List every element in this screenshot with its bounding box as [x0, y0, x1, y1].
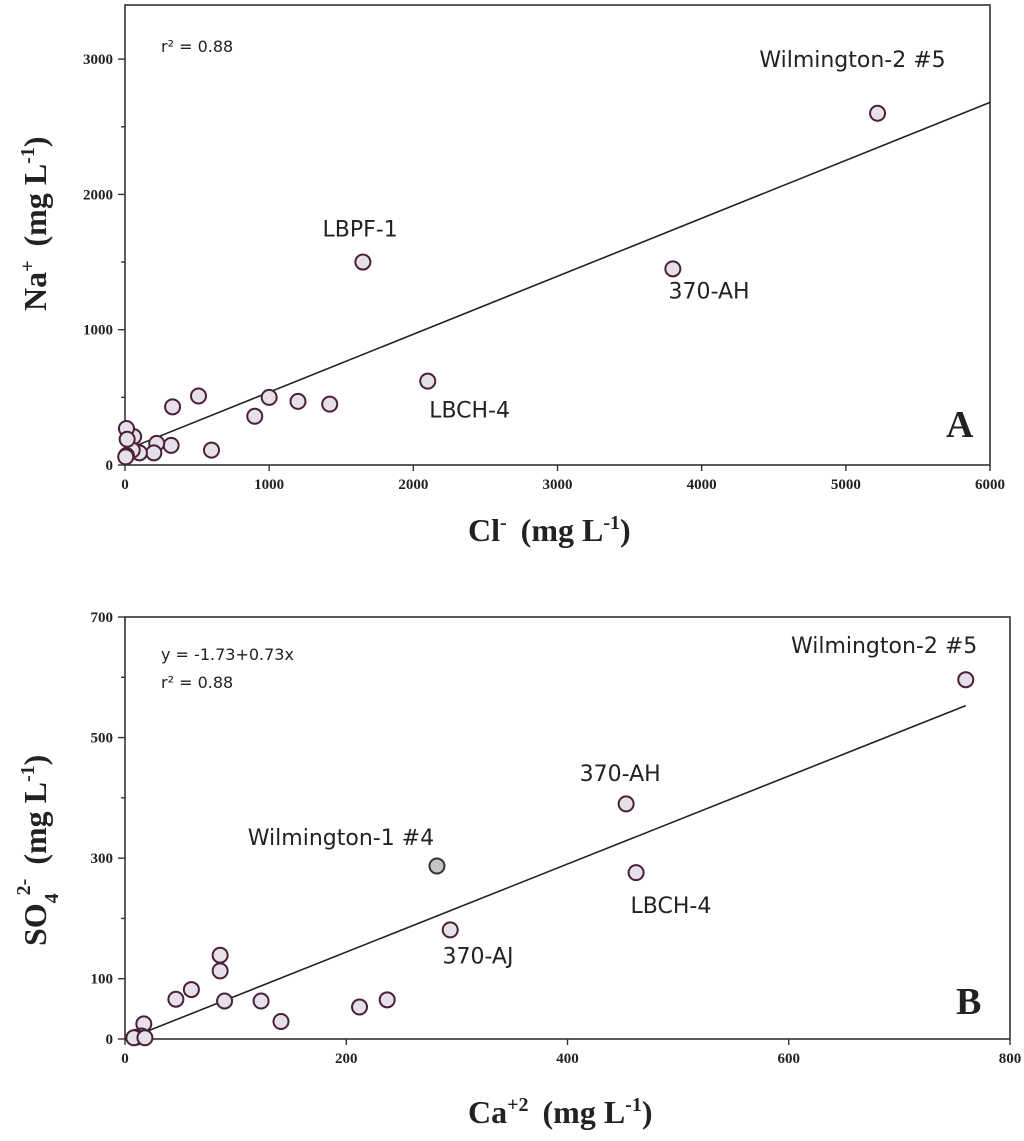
- y-tick-label: 1000: [83, 323, 113, 339]
- data-point: [272, 1013, 290, 1031]
- x-tick-label: 3000: [543, 477, 573, 493]
- x-tick-label: 400: [556, 1051, 579, 1067]
- y-tick-label: 300: [91, 851, 114, 867]
- panel-b-y-axis-title: SO42-(mg L-1): [13, 755, 63, 946]
- data-point: [118, 430, 136, 448]
- point-annotation: Wilmington-2 #5: [759, 48, 945, 73]
- data-point: [211, 962, 229, 980]
- point-annotation: Wilmington-1 #4: [248, 826, 434, 851]
- panel-a-letter: A: [946, 404, 974, 446]
- data-point: [216, 992, 234, 1010]
- y-tick-label: 0: [106, 458, 114, 474]
- data-point: [617, 795, 635, 813]
- point-annotation: Wilmington-2 #5: [791, 634, 977, 659]
- panel-b-fit-line: [124, 704, 967, 1041]
- data-point: [428, 857, 446, 875]
- x-tick-label: 4000: [687, 477, 717, 493]
- data-point: [164, 398, 182, 416]
- x-tick-label: 2000: [398, 477, 428, 493]
- panel-b-annotations: Wilmington-2 #5 370-AH Wilmington-1 #4 LBCH…: [248, 634, 978, 969]
- panel-a-r-squared: r² = 0.88: [161, 37, 233, 56]
- panel-b-x-axis-title: Ca+2 (mg L-1): [468, 1094, 653, 1130]
- y-tick-label: 0: [106, 1032, 114, 1048]
- point-annotation: LBPF-1: [323, 217, 398, 242]
- data-point: [203, 441, 220, 459]
- x-tick-label: 200: [335, 1051, 358, 1067]
- y-tick-label: 500: [91, 731, 114, 747]
- data-point: [378, 991, 396, 1009]
- point-annotation: 370-AH: [669, 280, 750, 305]
- data-point: [664, 260, 682, 278]
- data-point: [289, 392, 307, 410]
- point-annotation: LBCH-4: [631, 894, 712, 919]
- data-point: [182, 981, 200, 999]
- data-point: [419, 372, 437, 390]
- data-point: [869, 104, 887, 122]
- panel-a: 0 1000 2000 3000 4000 5000 6000 0 1000 2000 3000 W…: [17, 4, 1005, 548]
- panel-a-points: [117, 104, 887, 466]
- panel-b-letter: B: [956, 981, 981, 1023]
- y-tick-label: 700: [91, 610, 114, 626]
- x-tick-label: 0: [121, 477, 129, 493]
- data-point: [167, 990, 185, 1008]
- data-point: [354, 253, 372, 271]
- panel-b-equation: y = -1.73+0.73x: [161, 645, 294, 664]
- panel-b: 0 200 400 600 800 0 100 300 500 700 Wilmington-2 …: [13, 610, 1021, 1130]
- panel-a-ticks: 0 1000 2000 3000 4000 5000 6000 0 1000 2000 3000: [83, 52, 1005, 493]
- y-tick-label: 100: [91, 972, 114, 988]
- panel-a-x-axis-title: Cl- (mg L-1): [468, 512, 631, 548]
- x-tick-label: 600: [778, 1051, 801, 1067]
- y-tick-label: 3000: [83, 52, 113, 68]
- point-annotation: 370-AJ: [442, 945, 513, 970]
- data-point: [321, 395, 339, 413]
- panel-a-frame: [124, 4, 991, 466]
- x-tick-label: 6000: [975, 477, 1005, 493]
- data-point: [136, 1029, 154, 1047]
- panel-a-annotations: Wilmington-2 #5 LBPF-1 370-AH LBCH-4: [323, 48, 946, 423]
- x-tick-label: 1000: [254, 477, 284, 493]
- data-point: [351, 998, 369, 1016]
- data-point: [211, 946, 229, 964]
- panel-b-points: [125, 671, 975, 1047]
- data-point: [190, 387, 208, 405]
- data-point: [162, 436, 180, 454]
- data-point: [260, 388, 278, 406]
- data-point: [117, 448, 135, 466]
- y-tick-label: 2000: [83, 187, 113, 203]
- panel-a-y-axis-title: Na+(mg L-1): [17, 137, 53, 312]
- panel-a-fit-line: [124, 101, 991, 451]
- panel-b-r-squared: r² = 0.88: [161, 673, 233, 692]
- data-point: [145, 444, 163, 462]
- data-point: [246, 407, 264, 425]
- point-annotation: 370-AH: [580, 762, 661, 787]
- data-point: [252, 992, 270, 1010]
- point-annotation: LBCH-4: [429, 399, 510, 424]
- panel-b-ticks: 0 200 400 600 800 0 100 300 500 700: [91, 610, 1022, 1067]
- x-tick-label: 5000: [831, 477, 861, 493]
- data-point: [441, 921, 459, 939]
- x-tick-label: 0: [121, 1051, 129, 1067]
- data-point: [627, 864, 645, 882]
- data-point: [957, 671, 975, 689]
- x-tick-label: 800: [999, 1051, 1022, 1067]
